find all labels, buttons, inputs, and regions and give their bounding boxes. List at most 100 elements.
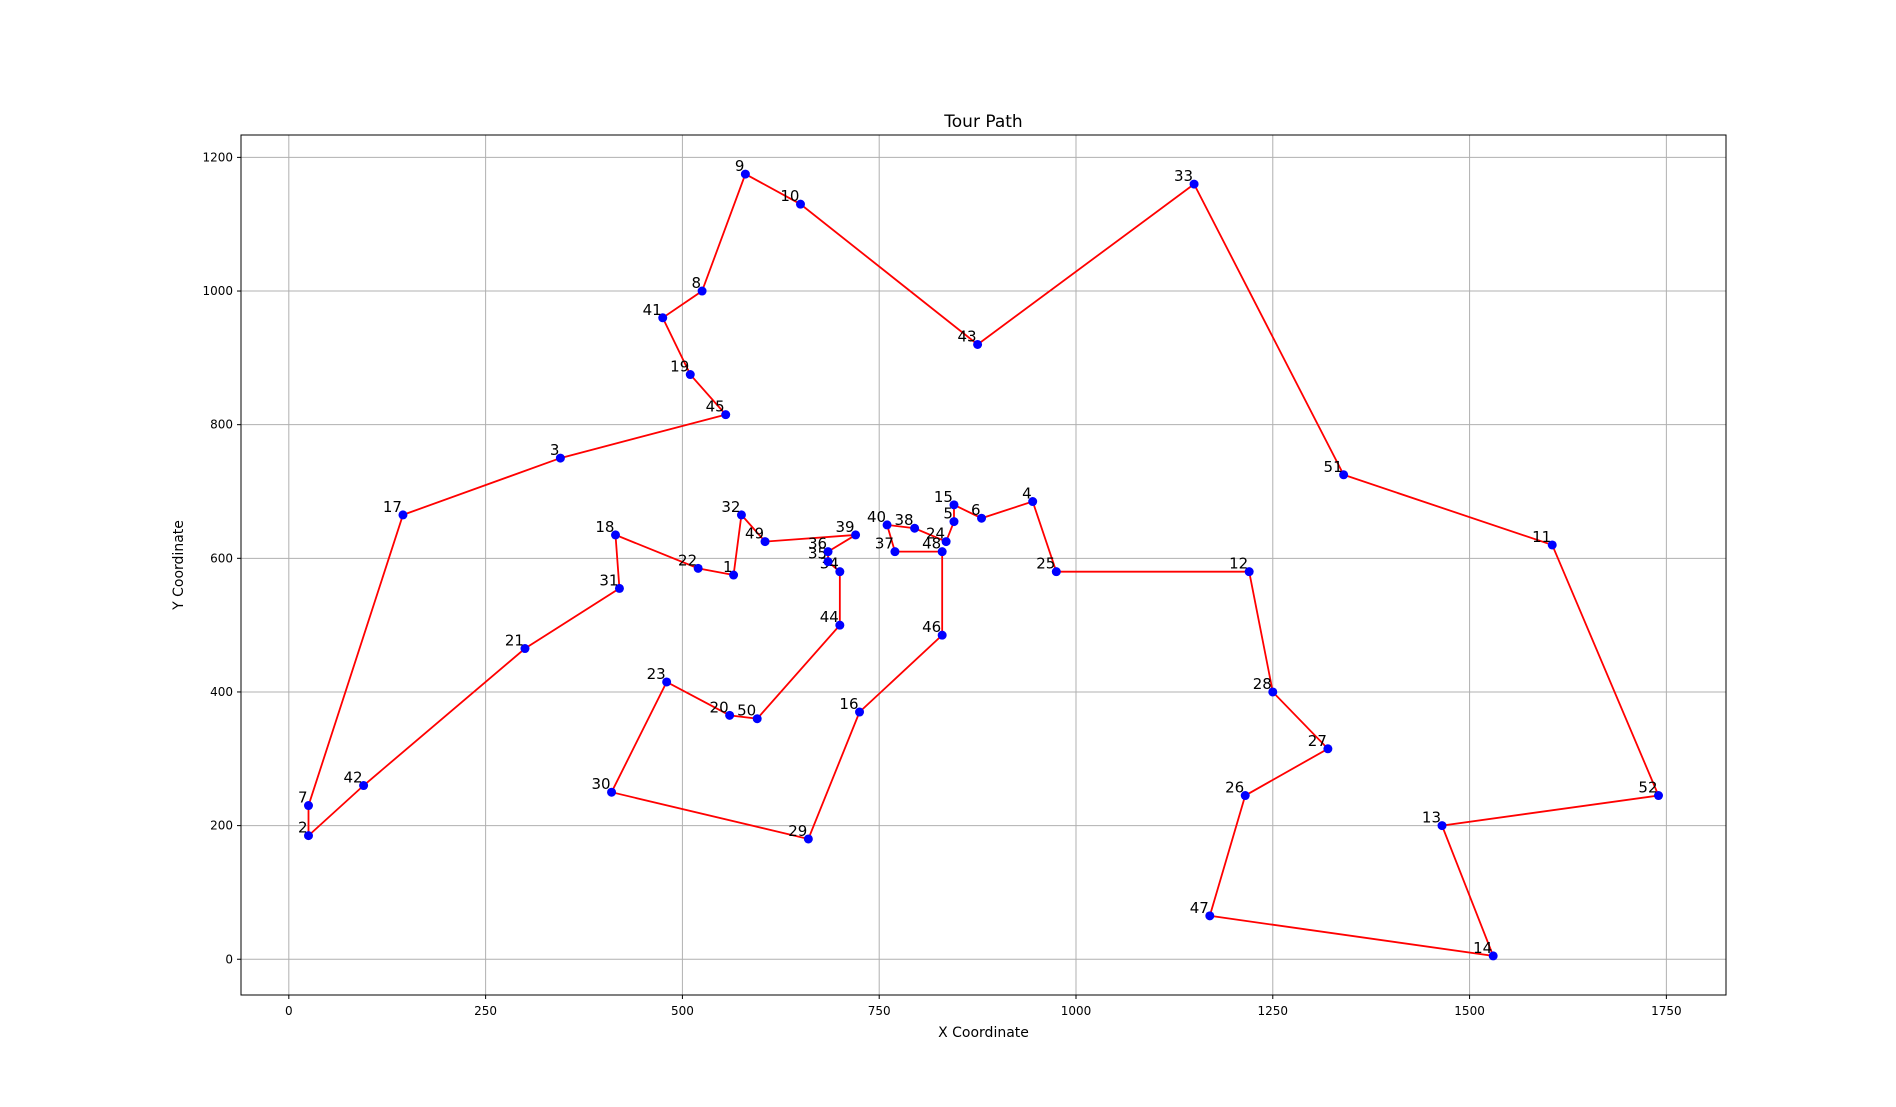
city-point	[1654, 791, 1663, 801]
point-label: 28	[1253, 675, 1272, 693]
x-tick-label: 0	[285, 1004, 293, 1018]
y-axis-label: Y Coordinate	[171, 520, 187, 611]
point-label: 41	[643, 301, 662, 319]
city-point	[823, 547, 833, 557]
city-point	[1268, 687, 1278, 697]
point-label: 23	[647, 665, 666, 683]
city-point	[941, 537, 951, 547]
point-label: 30	[591, 775, 610, 793]
city-point	[1437, 821, 1447, 831]
city-point	[835, 567, 845, 577]
point-label: 35	[808, 545, 827, 563]
point-label: 52	[1638, 779, 1657, 797]
city-point	[977, 513, 987, 523]
point-label: 51	[1324, 458, 1343, 476]
city-point	[658, 313, 668, 323]
point-label: 37	[875, 535, 894, 553]
point-label: 9	[735, 157, 745, 175]
point-label: 12	[1229, 555, 1248, 573]
point-label: 50	[737, 702, 756, 720]
city-point	[937, 547, 947, 557]
city-point	[803, 834, 813, 844]
point-label: 11	[1532, 528, 1551, 546]
city-point	[736, 510, 746, 520]
point-label: 8	[692, 274, 702, 292]
point-label: 6	[971, 501, 981, 519]
point-label: 32	[721, 498, 740, 516]
city-point	[795, 199, 805, 209]
point-label: 45	[706, 398, 725, 416]
point-label: 48	[922, 535, 941, 553]
point-label: 27	[1308, 732, 1327, 750]
city-point	[304, 801, 313, 811]
point-label: 13	[1422, 809, 1441, 827]
x-tick-label: 1750	[1651, 1004, 1682, 1018]
city-point	[398, 510, 408, 520]
city-point	[760, 537, 770, 547]
point-label: 26	[1225, 779, 1244, 797]
city-point	[937, 630, 947, 640]
point-label: 22	[678, 551, 697, 569]
point-label: 39	[835, 518, 854, 536]
point-label: 21	[505, 632, 524, 650]
city-point	[910, 523, 920, 533]
x-axis-label: X Coordinate	[938, 1025, 1029, 1041]
y-tick-label: 400	[210, 685, 233, 699]
plot-frame	[240, 134, 1727, 996]
x-tick-label: 500	[671, 1004, 694, 1018]
point-label: 36	[808, 535, 827, 553]
point-label: 47	[1190, 899, 1209, 917]
point-label: 49	[745, 525, 764, 543]
city-point	[973, 339, 983, 349]
city-point	[1205, 911, 1215, 921]
city-point	[823, 557, 833, 567]
point-label: 5	[943, 505, 953, 523]
city-point	[359, 781, 369, 791]
y-tick-label: 600	[210, 551, 233, 565]
point-label: 19	[670, 358, 689, 376]
y-tick-label: 800	[210, 418, 233, 432]
y-tick-label: 200	[210, 819, 233, 833]
city-point	[1547, 540, 1557, 550]
point-label: 33	[1174, 167, 1193, 185]
point-label: 43	[958, 327, 977, 345]
point-label: 15	[934, 488, 953, 506]
city-point	[752, 714, 762, 724]
city-point	[610, 530, 620, 540]
city-point	[685, 370, 695, 380]
city-point	[697, 286, 707, 296]
point-label: 25	[1036, 555, 1055, 573]
point-label: 7	[298, 789, 308, 807]
point-label: 4	[1022, 485, 1032, 503]
point-label: 46	[922, 618, 941, 636]
city-point	[607, 787, 617, 797]
point-label: 20	[710, 698, 729, 716]
y-tick-label: 1200	[202, 150, 233, 164]
x-tick-label: 250	[474, 1004, 497, 1018]
city-point	[1028, 497, 1038, 507]
city-point	[721, 410, 731, 420]
city-point	[949, 517, 959, 527]
point-label: 17	[383, 498, 402, 516]
point-label: 44	[820, 608, 839, 626]
city-point	[1339, 470, 1349, 480]
city-point	[1189, 179, 1199, 189]
x-tick-label: 1250	[1258, 1004, 1289, 1018]
city-point	[725, 710, 735, 720]
x-tick-label: 750	[868, 1004, 891, 1018]
city-point	[1323, 744, 1333, 754]
city-point	[304, 831, 313, 841]
city-point	[555, 453, 565, 463]
point-label: 1	[723, 558, 733, 576]
city-point	[693, 563, 703, 573]
city-point	[949, 500, 959, 510]
point-label: 16	[839, 695, 858, 713]
city-point	[1244, 567, 1254, 577]
city-point	[851, 530, 861, 540]
point-label: 24	[926, 525, 945, 543]
point-label: 14	[1473, 939, 1492, 957]
city-point	[835, 620, 845, 630]
point-label: 42	[344, 769, 363, 787]
city-point	[855, 707, 865, 717]
